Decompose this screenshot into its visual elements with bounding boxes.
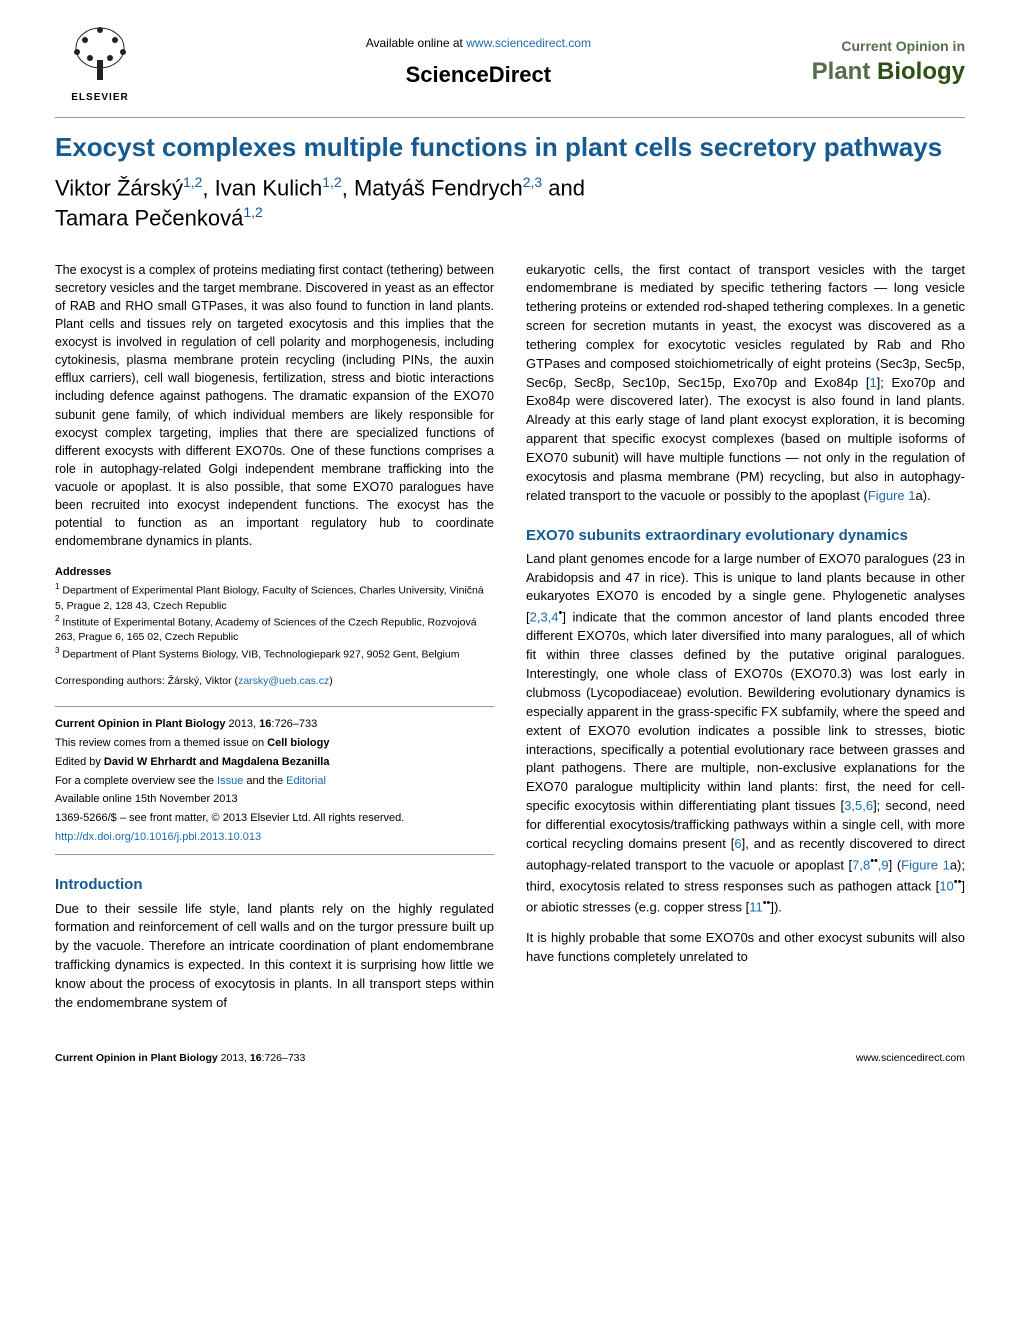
address-1: 1 Department of Experimental Plant Biolo… — [55, 581, 494, 613]
exo70-heading: EXO70 subunits extraordinary evolutionar… — [526, 526, 965, 546]
footer-vol: 16 — [250, 1052, 262, 1064]
author-2: , Ivan Kulich — [202, 175, 322, 200]
author-1: Viktor Žárský — [55, 175, 183, 200]
header-divider — [55, 117, 965, 118]
address-3-text: Department of Plant Systems Biology, VIB… — [62, 649, 459, 661]
footer-year: 2013, — [218, 1052, 250, 1064]
logo-word-2: Biology — [877, 58, 965, 85]
footer-journal: Current Opinion in Plant Biology — [55, 1052, 218, 1064]
abstract-text: The exocyst is a complex of proteins med… — [55, 261, 494, 551]
journal-logo-bottom: Plant Biology — [812, 56, 965, 88]
author-2-affil: 1,2 — [322, 174, 341, 190]
left-column: The exocyst is a complex of proteins med… — [55, 261, 494, 1013]
intro-p2-a: eukaryotic cells, the first contact of t… — [526, 262, 965, 390]
meta-box: Current Opinion in Plant Biology 2013, 1… — [55, 706, 494, 855]
ref-link-9[interactable]: ,9 — [878, 857, 889, 872]
meta-overview-line: For a complete overview see the Issue an… — [55, 772, 494, 791]
sciencedirect-url-link[interactable]: www.sciencedirect.com — [466, 36, 591, 50]
content-columns: The exocyst is a complex of proteins med… — [55, 261, 965, 1013]
ref-link-234[interactable]: 2,3,4 — [530, 610, 559, 625]
corr-close: ) — [329, 675, 333, 687]
intro-p2-b: ]; Exo70p and Exo84p were discovered lat… — [526, 375, 965, 503]
authors-block: Viktor Žárský1,2, Ivan Kulich1,2, Matyáš… — [55, 173, 965, 233]
elsevier-tree-icon — [55, 20, 145, 91]
corresponding-author: Corresponding authors: Žárský, Viktor (z… — [55, 674, 494, 688]
logo-word-1: Plant — [812, 58, 877, 85]
meta-doi: http://dx.doi.org/10.1016/j.pbi.2013.10.… — [55, 828, 494, 847]
ref-link-10[interactable]: 10 — [939, 878, 953, 893]
corr-email-link[interactable]: zarsky@ueb.cas.cz — [238, 675, 329, 687]
footer-left: Current Opinion in Plant Biology 2013, 1… — [55, 1051, 305, 1065]
journal-logo-top: Current Opinion in — [812, 37, 965, 56]
journal-logo: Current Opinion in Plant Biology — [812, 37, 965, 88]
meta-and: and the — [243, 775, 286, 787]
meta-review-text: This review comes from a themed issue on — [55, 737, 267, 749]
author-1-affil: 1,2 — [183, 174, 202, 190]
exo70-paragraph-1: Land plant genomes encode for a large nu… — [526, 550, 965, 917]
issue-link[interactable]: Issue — [217, 775, 243, 787]
header-bar: ELSEVIER Available online at www.science… — [55, 20, 965, 105]
footer-right: www.sciencedirect.com — [856, 1051, 965, 1065]
header-center: Available online at www.sciencedirect.co… — [145, 35, 812, 89]
intro-paragraph-1: Due to their sessile life style, land pl… — [55, 900, 494, 1013]
page-footer: Current Opinion in Plant Biology 2013, 1… — [55, 1043, 965, 1065]
exo70-paragraph-2: It is highly probable that some EXO70s a… — [526, 929, 965, 967]
meta-citation: Current Opinion in Plant Biology 2013, 1… — [55, 715, 494, 734]
ref-link-6[interactable]: 6 — [734, 836, 741, 851]
intro-p2-c: a). — [916, 488, 931, 503]
address-1-text: Department of Experimental Plant Biology… — [55, 585, 484, 612]
editorial-link[interactable]: Editorial — [286, 775, 326, 787]
address-2: 2 Institute of Experimental Botany, Acad… — [55, 613, 494, 645]
meta-issn: 1369-5266/$ – see front matter, © 2013 E… — [55, 809, 494, 828]
author-3-affil: 2,3 — [523, 174, 542, 190]
doi-link[interactable]: http://dx.doi.org/10.1016/j.pbi.2013.10.… — [55, 831, 261, 843]
sciencedirect-logo: ScienceDirect — [145, 60, 812, 90]
address-3: 3 Department of Plant Systems Biology, V… — [55, 645, 494, 662]
meta-topic: Cell biology — [267, 737, 329, 749]
author-3: , Matyáš Fendrych — [342, 175, 523, 200]
ref-link-11[interactable]: 11 — [749, 899, 763, 914]
addresses-heading: Addresses — [55, 565, 494, 580]
exo70-p1-e: ] ( — [889, 857, 902, 872]
corr-label: Corresponding authors: Žárský, Viktor ( — [55, 675, 238, 687]
article-title: Exocyst complexes multiple functions in … — [55, 132, 965, 163]
meta-editors-line: Edited by David W Ehrhardt and Magdalena… — [55, 753, 494, 772]
meta-year: 2013, — [226, 718, 260, 730]
footer-pages: :726–733 — [262, 1052, 306, 1064]
figure-1-link-a[interactable]: Figure 1 — [868, 488, 916, 503]
meta-journal: Current Opinion in Plant Biology — [55, 718, 226, 730]
ref-bullet-2: •• — [870, 855, 878, 867]
meta-edited-label: Edited by — [55, 756, 104, 768]
elsevier-text: ELSEVIER — [55, 91, 145, 105]
ref-link-356[interactable]: 3,5,6 — [844, 798, 873, 813]
addresses-list: 1 Department of Experimental Plant Biolo… — [55, 581, 494, 662]
available-online: Available online at www.sciencedirect.co… — [145, 35, 812, 51]
meta-pages: :726–733 — [271, 718, 317, 730]
exo70-p1-b: ] indicate that the common ancestor of l… — [526, 610, 965, 813]
ref-link-1[interactable]: 1 — [869, 375, 876, 390]
meta-overview-text: For a complete overview see the — [55, 775, 217, 787]
intro-paragraph-2: eukaryotic cells, the first contact of t… — [526, 261, 965, 506]
author-4: Tamara Pečenková — [55, 205, 243, 230]
figure-1-link-b[interactable]: Figure 1 — [901, 857, 950, 872]
available-text: Available online at — [366, 36, 467, 50]
meta-online-date: Available online 15th November 2013 — [55, 790, 494, 809]
ref-link-78[interactable]: 7,8 — [852, 857, 870, 872]
address-2-text: Institute of Experimental Botany, Academ… — [55, 617, 477, 644]
meta-vol: 16 — [259, 718, 271, 730]
meta-review-line: This review comes from a themed issue on… — [55, 734, 494, 753]
and-word: and — [542, 175, 585, 200]
meta-editors: David W Ehrhardt and Magdalena Bezanilla — [104, 756, 330, 768]
right-column: eukaryotic cells, the first contact of t… — [526, 261, 965, 1013]
elsevier-logo: ELSEVIER — [55, 20, 145, 105]
intro-heading: Introduction — [55, 875, 494, 895]
author-4-affil: 1,2 — [243, 204, 262, 220]
exo70-p1-h: ]). — [770, 899, 782, 914]
